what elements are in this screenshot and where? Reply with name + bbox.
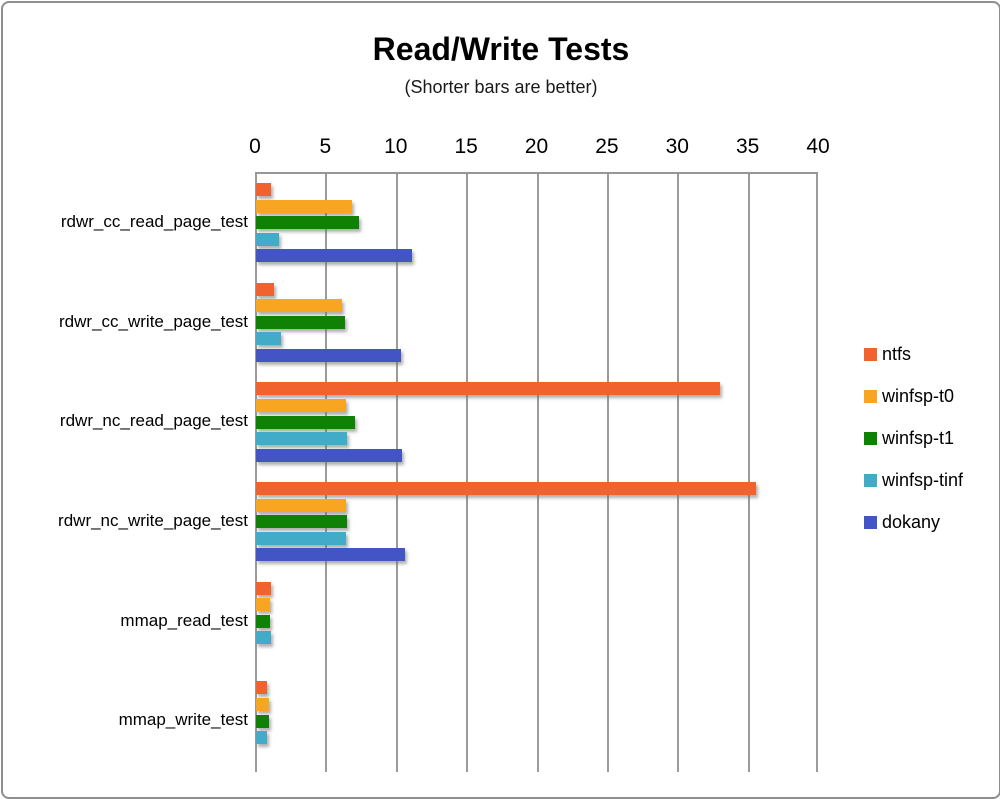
legend-swatch-winfsp-tinf bbox=[864, 473, 877, 487]
legend-item-winfsp-t0: winfsp-t0 bbox=[864, 385, 963, 406]
bar-winfsp-tinf-rdwr_nc_write_page_test bbox=[256, 531, 347, 545]
bar-winfsp-t1-rdwr_nc_read_page_test bbox=[256, 415, 355, 429]
bar-winfsp-t0-rdwr_nc_write_page_test bbox=[256, 498, 347, 512]
gridline-30 bbox=[677, 174, 680, 772]
legend-label-ntfs: ntfs bbox=[882, 343, 912, 364]
legend-label-winfsp-tinf: winfsp-tinf bbox=[882, 469, 964, 490]
bar-winfsp-t0-rdwr_cc_read_page_test bbox=[256, 199, 352, 213]
category-label-mmap_read_test: mmap_read_test bbox=[120, 610, 248, 630]
bar-ntfs-rdwr_cc_read_page_test bbox=[256, 183, 272, 196]
legend: ntfs winfsp-t0 winfsp-t1 winfsp-tinf dokany bbox=[864, 343, 964, 555]
bar-winfsp-t1-rdwr_nc_write_page_test bbox=[256, 515, 348, 529]
gridline-10 bbox=[395, 174, 398, 772]
category-label-rdwr_nc_read_page_test: rdwr_nc_read_page_test bbox=[59, 411, 248, 431]
bar-dokany-rdwr_cc_read_page_test bbox=[256, 249, 413, 263]
value-axis-tick-25: 25 bbox=[595, 135, 619, 158]
bar-ntfs-rdwr_nc_write_page_test bbox=[256, 482, 756, 495]
category-label-rdwr_cc_read_page_test: rdwr_cc_read_page_test bbox=[60, 211, 248, 231]
chart-subtitle: (Shorter bars are better) bbox=[404, 77, 598, 97]
value-axis-tick-labels: 0 5 10 15 20 25 30 35 40 bbox=[3, 135, 999, 161]
bar-ntfs-rdwr_cc_write_page_test bbox=[256, 282, 275, 296]
bar-winfsp-t1-mmap_read_test bbox=[256, 614, 271, 628]
gridline-40 bbox=[816, 174, 818, 772]
legend-item-dokany: dokany bbox=[864, 511, 963, 532]
legend-swatch-winfsp-t1 bbox=[864, 431, 877, 445]
legend-item-ntfs: ntfs bbox=[864, 343, 963, 364]
gridline-0 bbox=[255, 174, 257, 772]
value-axis-tick-10: 10 bbox=[384, 135, 408, 158]
gridline-25 bbox=[606, 174, 609, 772]
legend-label-winfsp-t0: winfsp-t0 bbox=[882, 385, 955, 406]
plot-area bbox=[255, 172, 818, 772]
gridline-5 bbox=[325, 174, 328, 772]
bar-winfsp-tinf-rdwr_cc_write_page_test bbox=[256, 332, 282, 346]
category-label-rdwr_cc_write_page_test: rdwr_cc_write_page_test bbox=[59, 311, 248, 331]
value-axis-tick-20: 20 bbox=[524, 135, 549, 158]
bar-winfsp-tinf-rdwr_nc_read_page_test bbox=[256, 432, 348, 446]
bar-ntfs-mmap_write_test bbox=[256, 681, 268, 695]
bar-winfsp-t0-mmap_write_test bbox=[256, 697, 269, 711]
bar-winfsp-tinf-mmap_read_test bbox=[256, 631, 272, 645]
bar-winfsp-t0-mmap_read_test bbox=[256, 598, 271, 612]
category-axis-labels: rdwr_cc_read_page_test rdwr_cc_write_page… bbox=[3, 172, 248, 770]
value-axis-tick-15: 15 bbox=[454, 135, 478, 158]
value-axis-tick-35: 35 bbox=[735, 135, 760, 158]
legend-label-dokany: dokany bbox=[882, 511, 941, 532]
value-axis-tick-0: 0 bbox=[249, 135, 261, 158]
legend-label-winfsp-t1: winfsp-t1 bbox=[882, 427, 955, 448]
bar-winfsp-tinf-rdwr_cc_read_page_test bbox=[256, 232, 279, 246]
value-axis-tick-5: 5 bbox=[319, 135, 332, 158]
legend-item-winfsp-t1: winfsp-t1 bbox=[864, 427, 963, 448]
bar-dokany-rdwr_nc_read_page_test bbox=[256, 448, 403, 462]
bar-ntfs-rdwr_nc_read_page_test bbox=[256, 382, 721, 396]
bar-winfsp-t1-rdwr_cc_read_page_test bbox=[256, 216, 359, 230]
bar-winfsp-t0-rdwr_cc_write_page_test bbox=[256, 299, 342, 313]
bar-winfsp-t1-mmap_write_test bbox=[256, 714, 269, 728]
value-axis-tick-30: 30 bbox=[665, 135, 689, 158]
bar-ntfs-mmap_read_test bbox=[256, 581, 272, 595]
bar-winfsp-t1-rdwr_cc_write_page_test bbox=[256, 315, 345, 329]
chart-title: Read/Write Tests bbox=[372, 31, 630, 67]
legend-item-winfsp-tinf: winfsp-tinf bbox=[864, 469, 964, 490]
gridline-20 bbox=[536, 174, 539, 772]
category-label-mmap_write_test: mmap_write_test bbox=[118, 710, 248, 730]
bar-winfsp-t0-rdwr_nc_read_page_test bbox=[256, 398, 347, 412]
legend-swatch-dokany bbox=[864, 515, 877, 529]
category-label-rdwr_nc_write_page_test: rdwr_nc_write_page_test bbox=[58, 510, 248, 530]
legend-swatch-winfsp-t0 bbox=[864, 389, 877, 403]
bar-dokany-rdwr_cc_write_page_test bbox=[256, 349, 401, 363]
gridline-15 bbox=[466, 174, 469, 772]
bar-winfsp-tinf-mmap_write_test bbox=[256, 731, 268, 745]
bar-dokany-rdwr_nc_write_page_test bbox=[256, 548, 406, 562]
value-axis-tick-40: 40 bbox=[806, 135, 830, 158]
legend-swatch-ntfs bbox=[864, 347, 877, 361]
gridline-35 bbox=[747, 174, 750, 772]
